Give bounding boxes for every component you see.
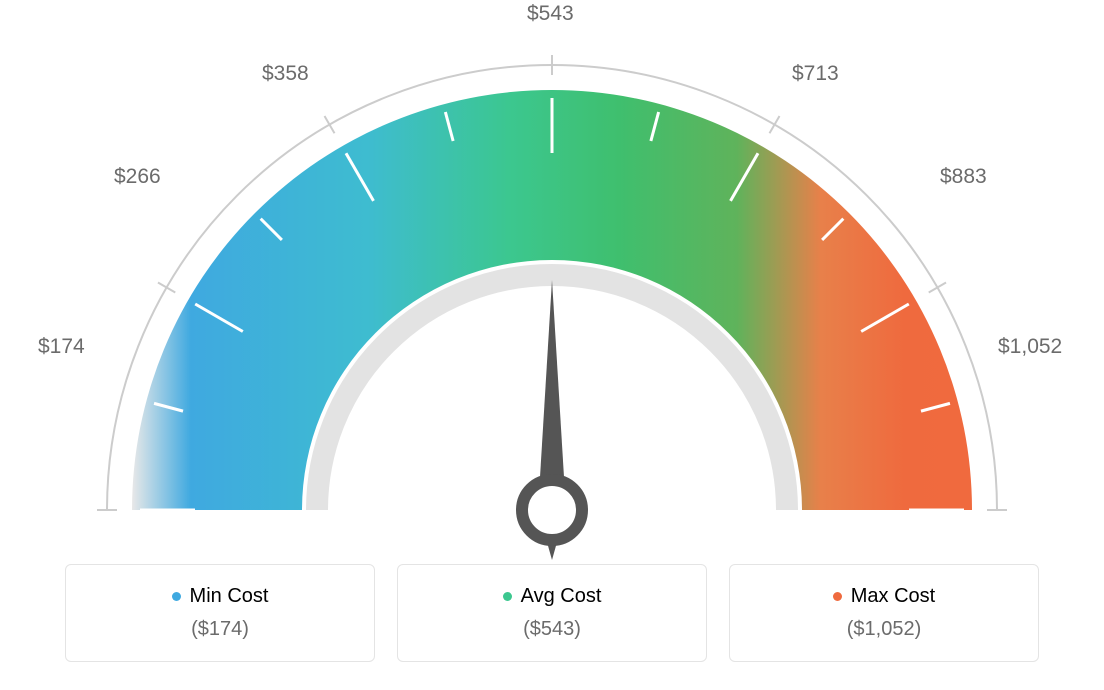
- legend-label-avg: Avg Cost: [521, 585, 602, 608]
- tick-label-3: $543: [527, 2, 574, 26]
- legend-title-avg: Avg Cost: [503, 585, 602, 608]
- gauge-chart: $174 $266 $358 $543 $713 $883 $1,052: [0, 0, 1104, 560]
- gauge-svg: [42, 20, 1062, 580]
- legend-dot-avg: [503, 592, 512, 601]
- legend-box-min: Min Cost ($174): [65, 564, 375, 662]
- legend-value-max: ($1,052): [847, 618, 922, 641]
- legend-dot-max: [833, 592, 842, 601]
- legend-value-avg: ($543): [523, 618, 581, 641]
- tick-label-0: $174: [38, 335, 85, 359]
- legend-dot-min: [172, 592, 181, 601]
- tick-label-6: $1,052: [998, 335, 1062, 359]
- legend-box-max: Max Cost ($1,052): [729, 564, 1039, 662]
- legend-value-min: ($174): [191, 618, 249, 641]
- tick-label-5: $883: [940, 165, 987, 189]
- legend-box-avg: Avg Cost ($543): [397, 564, 707, 662]
- legend-row: Min Cost ($174) Avg Cost ($543) Max Cost…: [0, 564, 1104, 662]
- tick-label-4: $713: [792, 62, 839, 86]
- tick-label-2: $358: [262, 62, 309, 86]
- legend-title-max: Max Cost: [833, 585, 935, 608]
- legend-title-min: Min Cost: [172, 585, 269, 608]
- legend-label-max: Max Cost: [851, 585, 935, 608]
- tick-label-1: $266: [114, 165, 161, 189]
- legend-label-min: Min Cost: [190, 585, 269, 608]
